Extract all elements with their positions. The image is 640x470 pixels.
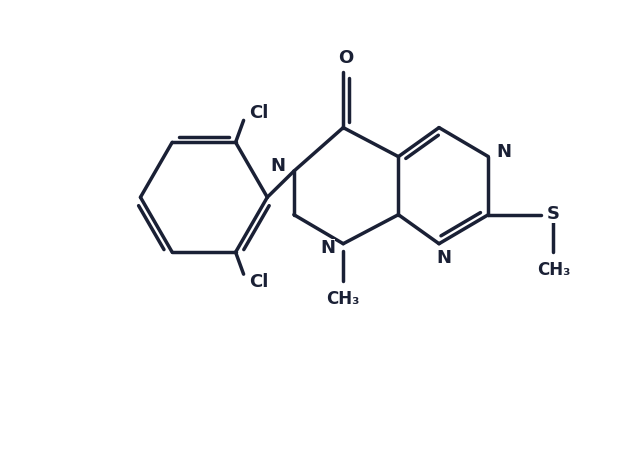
Text: S: S <box>547 204 560 222</box>
Text: Cl: Cl <box>250 104 269 122</box>
Text: CH₃: CH₃ <box>326 290 360 308</box>
Text: N: N <box>436 249 451 267</box>
Text: O: O <box>339 49 354 67</box>
Text: N: N <box>497 143 511 161</box>
Text: CH₃: CH₃ <box>537 261 570 279</box>
Text: N: N <box>320 239 335 258</box>
Text: Cl: Cl <box>250 273 269 291</box>
Text: N: N <box>271 157 285 175</box>
